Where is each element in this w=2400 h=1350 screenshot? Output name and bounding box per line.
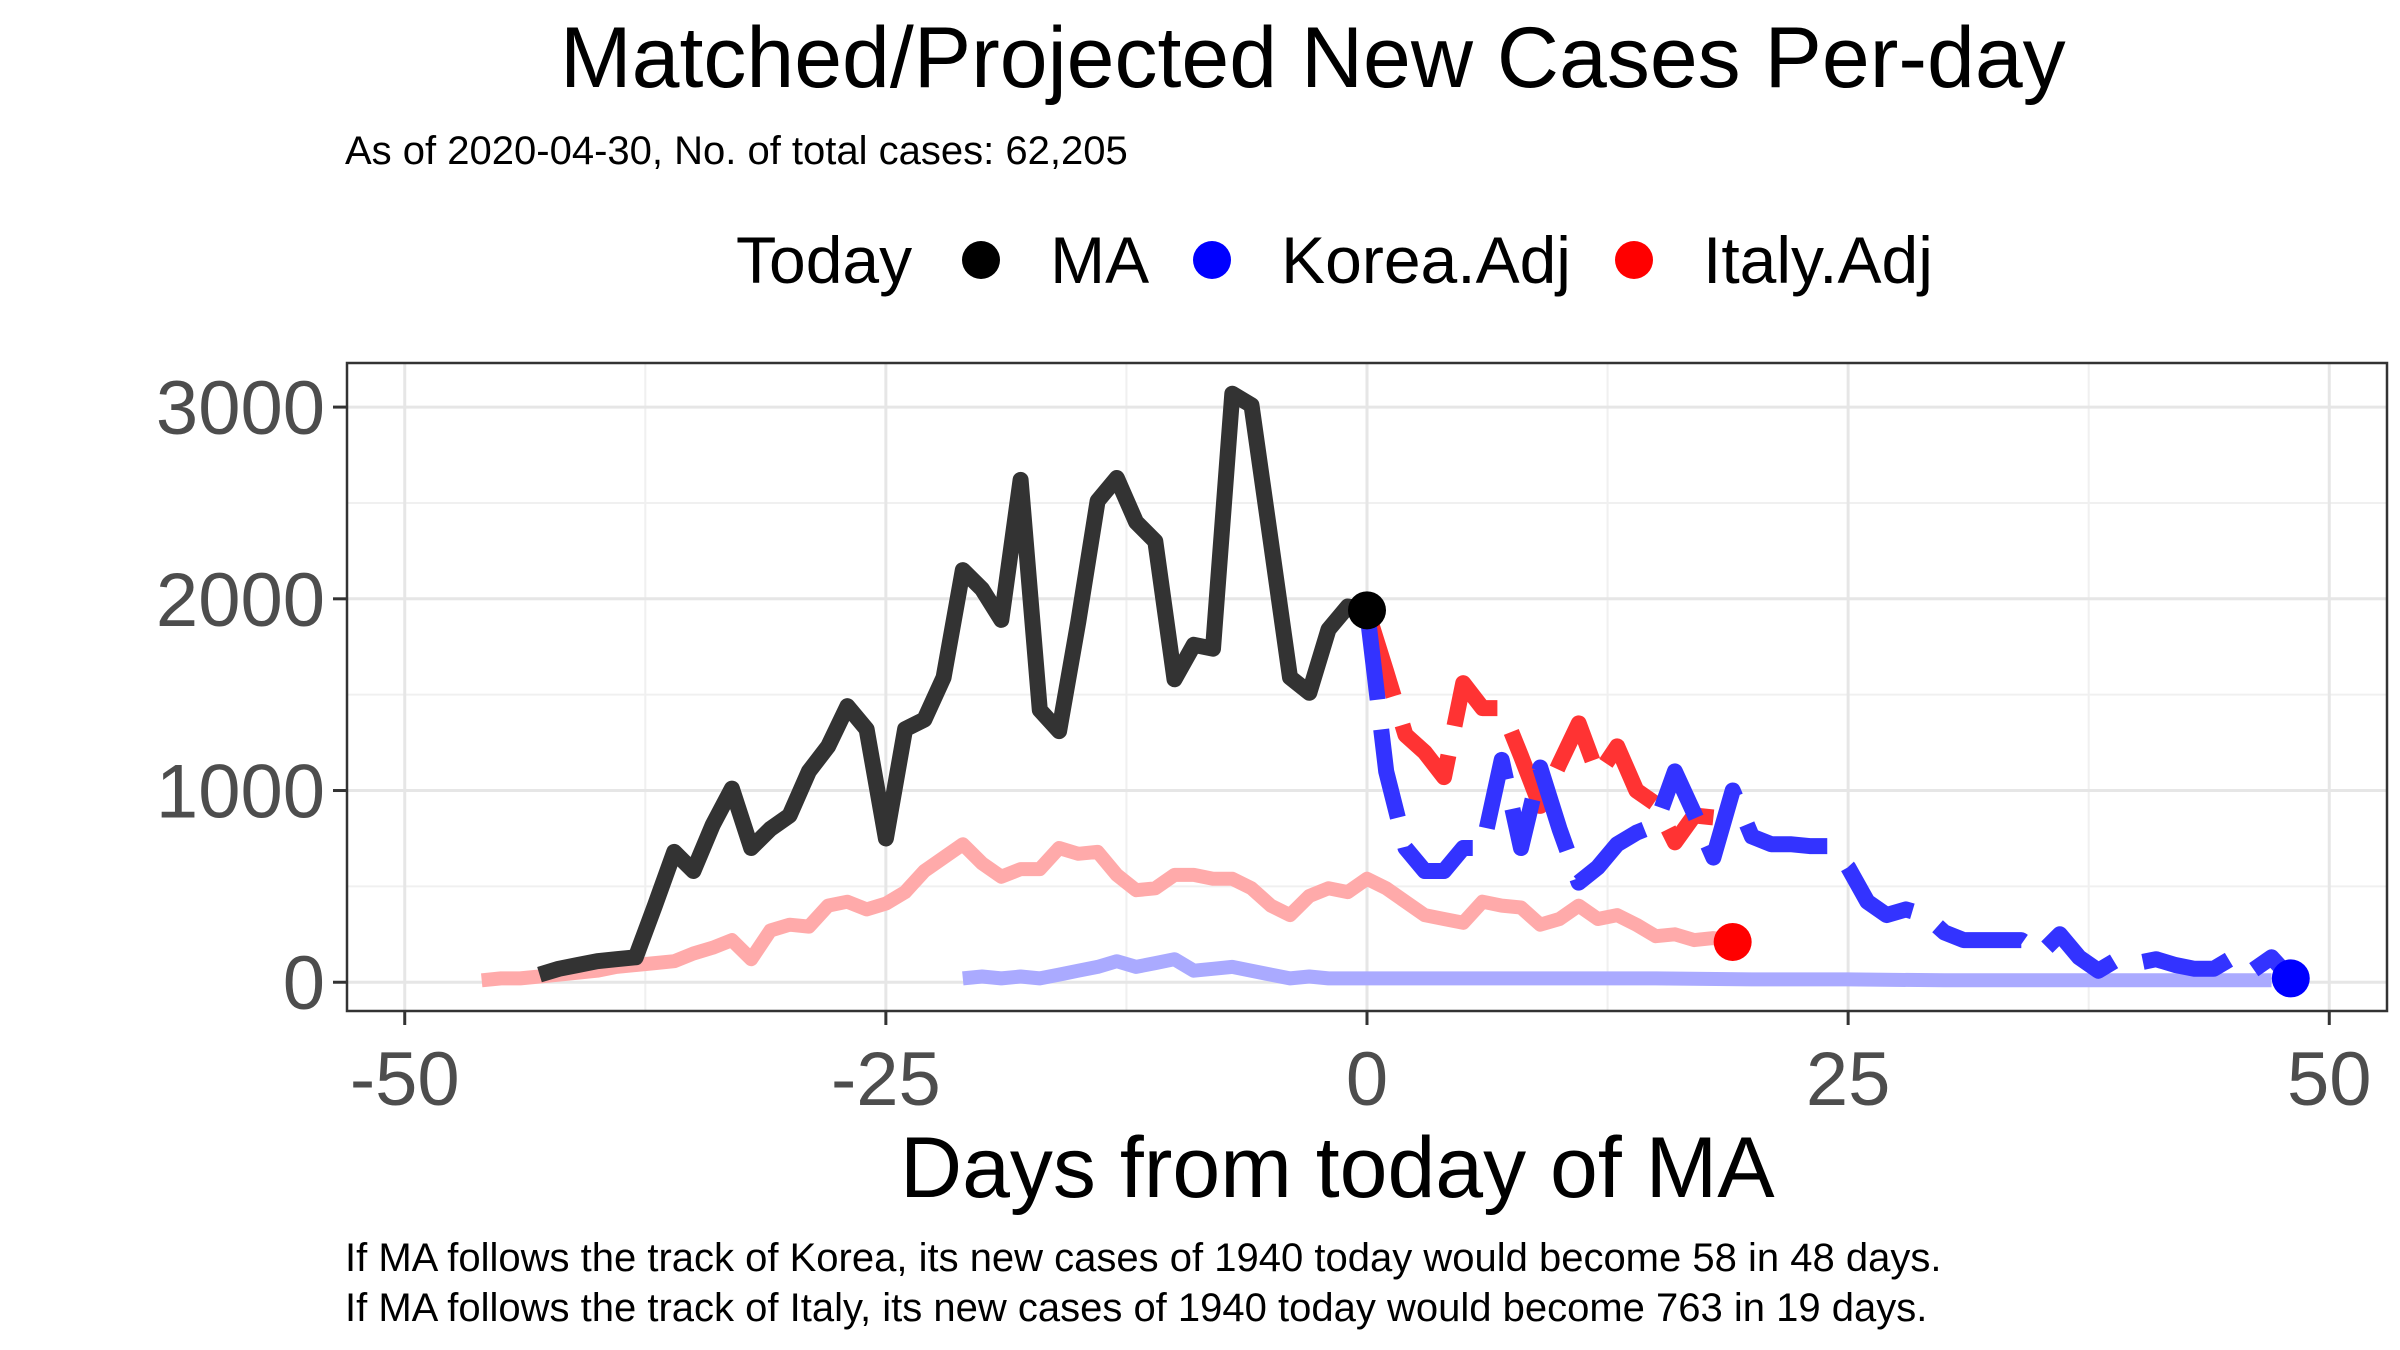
chart-title: Matched/Projected New Cases Per-day <box>560 10 2066 106</box>
series-line-korea-adj <box>1359 609 2297 984</box>
x-tick-label: -50 <box>350 1037 460 1122</box>
series-line-korea-adj-matched-historical <box>962 952 2272 988</box>
today-point-ma <box>1348 591 1386 630</box>
legend-label-ma: MA <box>1050 223 1150 297</box>
legend: Today MA Korea.Adj Italy.Adj <box>736 220 1977 300</box>
x-tick-label: -25 <box>831 1037 941 1122</box>
today-point-korea-adj <box>2271 959 2310 998</box>
today-point-italy-adj <box>1713 922 1752 961</box>
x-tick-label: 0 <box>1346 1037 1388 1122</box>
x-tick-label: 50 <box>2287 1037 2372 1122</box>
series-line-ma <box>537 385 1369 983</box>
y-tick-label: 2000 <box>156 558 325 643</box>
legend-dot-italy <box>1614 241 1653 279</box>
axes: -50 -25 0 25 50 0 1000 2000 3000 <box>156 366 2372 1122</box>
x-axis-label: Days from today of MA <box>900 1120 1775 1216</box>
chart-subtitle: As of 2020-04-30, No. of total cases: 62… <box>345 129 1128 173</box>
caption-italy: If MA follows the track of Italy, its ne… <box>345 1286 1928 1330</box>
today-points <box>1348 591 2310 998</box>
legend-dot-korea <box>1193 241 1232 279</box>
y-tick-label: 3000 <box>156 366 325 451</box>
caption-korea: If MA follows the track of Korea, its ne… <box>345 1236 1942 1280</box>
series-lines <box>481 385 2297 988</box>
legend-label-korea: Korea.Adj <box>1281 223 1571 297</box>
series-line-italy-adj-matched-historical <box>481 837 1735 988</box>
y-tick-label: 1000 <box>156 750 325 835</box>
series-line-italy-adj <box>1359 607 1715 851</box>
legend-item-italy: Italy.Adj <box>1614 222 1933 298</box>
grid <box>347 363 2387 1011</box>
legend-item-korea: Korea.Adj <box>1193 222 1571 298</box>
y-tick-label: 0 <box>283 941 325 1026</box>
x-tick-label: 25 <box>1806 1037 1891 1122</box>
legend-label-italy: Italy.Adj <box>1702 223 1933 297</box>
legend-dot-ma <box>962 241 1001 279</box>
legend-item-ma: MA <box>962 222 1149 298</box>
legend-title: Today <box>736 223 913 297</box>
